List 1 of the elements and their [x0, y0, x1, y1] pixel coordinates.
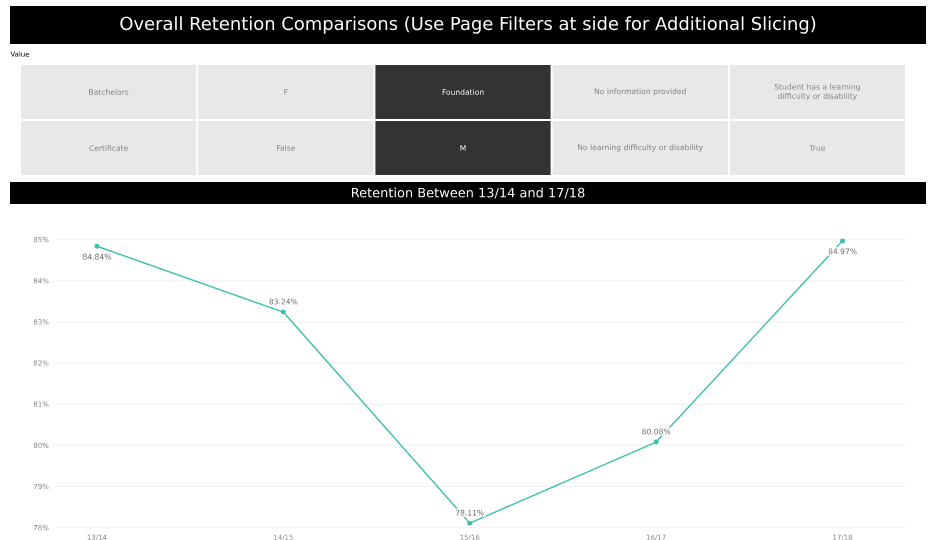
text: Overall Retention Comparisons (Use Page Filters at side for Additional Slicing) [120, 16, 816, 34]
